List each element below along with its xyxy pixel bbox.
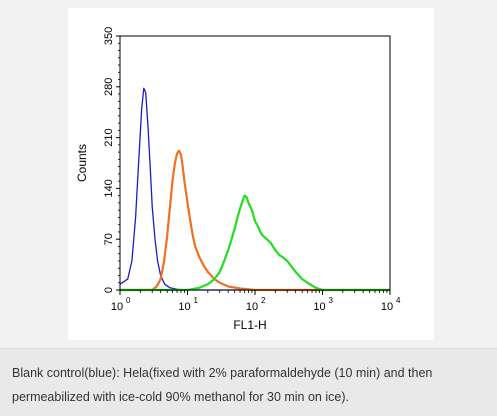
y-tick-label: 0 [103, 287, 115, 293]
caption-line-1: Blank control(blue): Hela(fixed with 2% … [12, 366, 433, 380]
x-tick-exponent: 2 [261, 296, 266, 305]
figure-panel: 0 70 140 210 280 350 10 0 10 1 10 2 10 3 10 4 FL1-H Cou… [68, 8, 434, 340]
series-line-1 [119, 87, 390, 291]
series-line-2 [120, 149, 390, 292]
x-tick-exponent: 0 [126, 296, 131, 305]
x-tick-label: 10 [246, 301, 258, 313]
y-tick-label: 280 [103, 78, 115, 96]
x-tick-exponent: 3 [329, 296, 334, 305]
y-tick-label: 210 [103, 128, 115, 146]
y-axis-label: Counts [75, 144, 89, 182]
x-tick-exponent: 4 [396, 296, 401, 305]
x-tick-label: 10 [111, 301, 123, 313]
caption-line-2: permeabilized with ice-cold 90% methanol… [12, 390, 349, 404]
y-tick-label: 350 [103, 27, 115, 45]
plot-card [68, 8, 434, 340]
x-tick-exponent: 1 [194, 296, 199, 305]
x-tick-label: 10 [313, 301, 325, 313]
x-tick-label: 10 [178, 301, 190, 313]
y-tick-label: 70 [103, 233, 115, 245]
series-line-3 [120, 194, 390, 292]
series-layer [119, 87, 390, 292]
x-axis-label: FL1-H [233, 318, 266, 332]
caption-box: Blank control(blue): Hela(fixed with 2% … [0, 348, 497, 416]
x-tick-label: 10 [381, 301, 393, 313]
plot-frame [119, 35, 391, 291]
figure-caption: Blank control(blue): Hela(fixed with 2% … [12, 361, 490, 409]
y-tick-label: 140 [103, 179, 115, 197]
